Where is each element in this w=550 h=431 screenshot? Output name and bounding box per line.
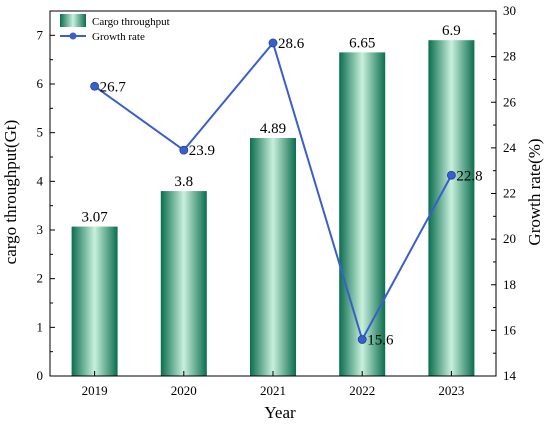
- y2-tick-label-24: 24: [503, 140, 517, 155]
- y2-tick-label-26: 26: [503, 94, 517, 109]
- y2-tick-label-22: 22: [503, 186, 516, 201]
- x-tick-label-2021: 2021: [260, 383, 286, 398]
- y2-tick-label-30: 30: [503, 3, 516, 18]
- y-tick-label-1: 1: [37, 319, 44, 334]
- y2-axis-title: Growth rate(%): [525, 138, 544, 245]
- bar-label-2022: 6.65: [349, 35, 375, 51]
- growth-label-2020: 23.9: [189, 143, 215, 159]
- y-tick-label-5: 5: [37, 125, 44, 140]
- bar-2023: [428, 40, 475, 376]
- bar-2022: [339, 52, 386, 376]
- line-labels: 26.7 23.9 28.6 15.6 22.8: [100, 36, 483, 349]
- x-axis-title: Year: [264, 403, 296, 422]
- growth-point-2023: [446, 170, 456, 180]
- legend: Cargo throughput Growth rate: [60, 14, 170, 43]
- growth-point-2020: [179, 145, 189, 155]
- growth-point-2022: [357, 335, 367, 344]
- bar-2021: [250, 138, 296, 376]
- x-tick-label-2020: 2020: [171, 383, 197, 398]
- x-tick-label-2019: 2019: [82, 383, 108, 398]
- y-tick-label-7: 7: [37, 27, 44, 42]
- y-tick-label-3: 3: [37, 222, 44, 237]
- growth-point-2019: [90, 81, 99, 91]
- bar-2020: [160, 191, 207, 376]
- legend-swatch-marker: [69, 32, 77, 40]
- y2-tick-label-18: 18: [503, 277, 516, 292]
- y-tick-label-4: 4: [37, 173, 44, 188]
- y2-tick-label-28: 28: [503, 49, 516, 64]
- y-tick-label-6: 6: [37, 76, 44, 91]
- line-series: [90, 38, 456, 344]
- bar-2019: [71, 226, 118, 376]
- growth-label-2019: 26.7: [100, 79, 127, 95]
- y-axis-title: cargo throughput(Gt): [1, 120, 20, 265]
- bar-series: [71, 40, 475, 376]
- x-tick-label-2023: 2023: [438, 383, 464, 398]
- legend-label-line: Growth rate: [92, 31, 145, 43]
- legend-label-bar: Cargo throughput: [92, 16, 170, 28]
- x-tick-label-2022: 2022: [349, 383, 375, 398]
- y2-tick-label-14: 14: [503, 368, 517, 383]
- y-tick-label-0: 0: [37, 368, 44, 383]
- growth-label-2021: 28.6: [278, 36, 305, 52]
- legend-swatch-bar: [60, 14, 86, 27]
- bar-label-2019: 3.07: [81, 210, 108, 226]
- bar-labels: 3.07 3.8 4.89 6.65 6.9: [81, 23, 460, 225]
- y-tick-label-2: 2: [37, 271, 44, 286]
- growth-point-2021: [268, 38, 278, 48]
- bar-label-2021: 4.89: [260, 121, 286, 137]
- bar-label-2023: 6.9: [442, 23, 461, 39]
- y2-tick-label-20: 20: [503, 231, 516, 246]
- y2-tick-label-16: 16: [503, 322, 517, 337]
- bar-label-2020: 3.8: [174, 174, 193, 190]
- growth-label-2023: 22.8: [456, 168, 482, 184]
- growth-label-2022: 15.6: [367, 333, 394, 349]
